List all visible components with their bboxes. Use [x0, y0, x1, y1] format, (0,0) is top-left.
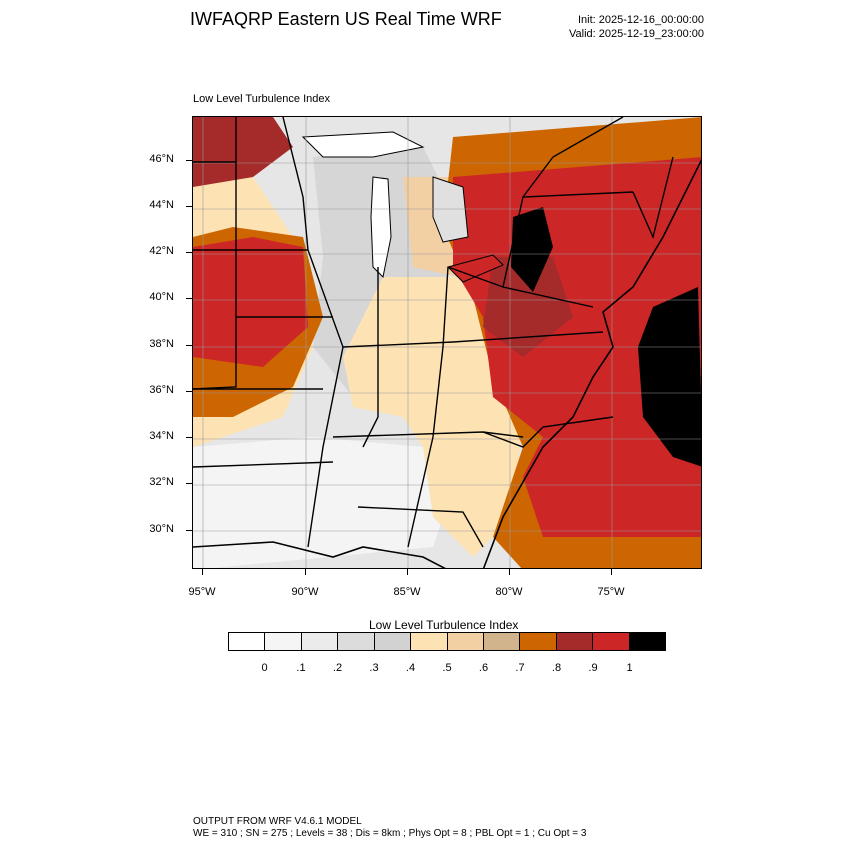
lake-superior — [301, 131, 425, 158]
graticule — [193, 117, 701, 568]
lat-tick — [186, 530, 192, 531]
lat-tick — [186, 206, 192, 207]
field-black-pennsylvania — [511, 207, 553, 292]
page-title: IWFAQRP Eastern US Real Time WRF — [190, 9, 502, 29]
lon-tick — [611, 569, 612, 575]
model-settings: WE = 310 ; SN = 275 ; Levels = 38 ; Dis … — [193, 828, 587, 839]
lat-label: 32°N — [149, 476, 174, 488]
lat-tick — [186, 160, 192, 161]
lat-label: 40°N — [149, 291, 174, 303]
colorbar-cell — [629, 633, 666, 650]
colorbar-cell — [301, 633, 339, 650]
lon-label: 95°W — [188, 586, 216, 598]
valid-time: Valid: 2025-12-19_23:00:00 — [569, 28, 704, 40]
lat-tick — [186, 345, 192, 346]
map-canvas — [193, 117, 701, 568]
lat-tick — [186, 391, 192, 392]
lake-erie — [447, 254, 504, 283]
lat-label: 46°N — [149, 153, 174, 165]
turbulence-map — [192, 116, 702, 569]
lon-tick — [305, 569, 306, 575]
colorbar-cell — [483, 633, 521, 650]
field-darkred-northwest — [193, 117, 293, 187]
lon-tick — [202, 569, 203, 575]
lat-tick — [186, 437, 192, 438]
colorbar-cell — [556, 633, 594, 650]
field-red-west — [193, 237, 308, 367]
lake-huron — [432, 176, 469, 243]
colorbar-label: .1 — [296, 662, 306, 674]
lat-tick — [186, 298, 192, 299]
model-info: OUTPUT FROM WRF V4.6.1 MODEL — [193, 816, 362, 827]
colorbar-label: .5 — [442, 662, 452, 674]
colorbar-cell — [593, 633, 630, 650]
colorbar-cell — [338, 633, 375, 650]
lake-michigan — [370, 176, 392, 279]
field-darkred-mid-atlantic — [483, 257, 573, 357]
lat-tick — [186, 483, 192, 484]
colorbar-label: .8 — [551, 662, 562, 674]
lat-label: 36°N — [149, 384, 174, 396]
lat-tick — [186, 252, 192, 253]
colorbar-cell — [520, 633, 557, 650]
lon-label: 75°W — [597, 586, 625, 598]
colorbar-cell — [229, 633, 266, 650]
lon-label: 80°W — [495, 586, 523, 598]
colorbar-label: .6 — [478, 662, 489, 674]
lat-label: 38°N — [149, 338, 174, 350]
colorbar-cell — [411, 633, 448, 650]
lat-label: 42°N — [149, 245, 174, 257]
lon-label: 85°W — [393, 586, 421, 598]
lat-label: 30°N — [149, 523, 174, 535]
colorbar-cell — [374, 633, 412, 650]
lon-tick — [509, 569, 510, 575]
colorbar-cell — [447, 633, 484, 650]
colorbar-label: .4 — [405, 662, 416, 674]
lat-label: 44°N — [149, 199, 174, 211]
gulf-coastline — [193, 541, 446, 568]
colorbar — [228, 632, 666, 651]
field-black-atlantic — [638, 287, 701, 467]
colorbar-label: .7 — [515, 662, 525, 674]
state-boundaries — [193, 117, 674, 548]
lat-label: 34°N — [149, 430, 174, 442]
map-subtitle: Low Level Turbulence Index — [193, 93, 330, 105]
colorbar-label: 1 — [626, 662, 633, 674]
colorbar-label: 0 — [261, 662, 268, 674]
colorbar-label: .3 — [369, 662, 379, 674]
colorbar-label: .9 — [588, 662, 598, 674]
field-low-south — [193, 437, 453, 568]
atlantic-coastline — [482, 159, 701, 568]
lon-label: 90°W — [291, 586, 319, 598]
colorbar-label: .2 — [332, 662, 343, 674]
init-time: Init: 2025-12-16_00:00:00 — [578, 14, 704, 26]
lon-tick — [407, 569, 408, 575]
colorbar-cell — [265, 633, 302, 650]
colorbar-title: Low Level Turbulence Index — [369, 618, 519, 632]
